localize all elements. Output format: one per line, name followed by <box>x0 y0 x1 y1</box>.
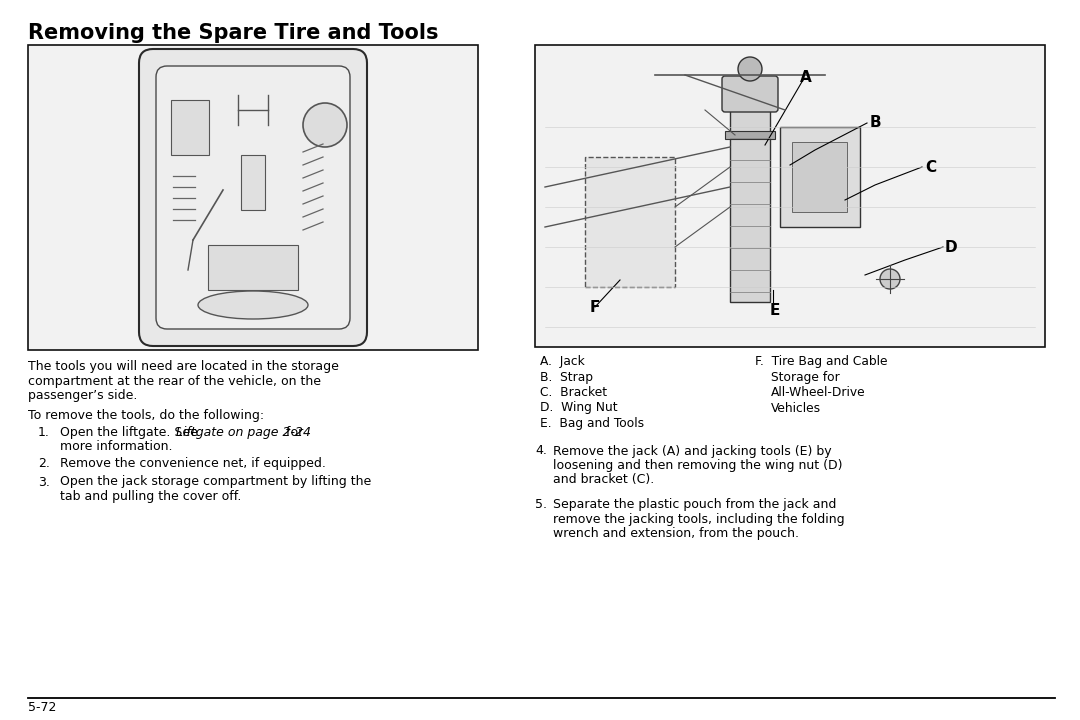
Text: passenger’s side.: passenger’s side. <box>28 389 137 402</box>
Text: compartment at the rear of the vehicle, on the: compartment at the rear of the vehicle, … <box>28 374 321 387</box>
Text: C.  Bracket: C. Bracket <box>540 386 607 399</box>
FancyBboxPatch shape <box>139 49 367 346</box>
Text: more information.: more information. <box>60 441 173 454</box>
Text: Separate the plastic pouch from the jack and: Separate the plastic pouch from the jack… <box>553 498 836 511</box>
Text: Remove the convenience net, if equipped.: Remove the convenience net, if equipped. <box>60 457 326 470</box>
Bar <box>28 45 478 350</box>
Text: 2.: 2. <box>38 457 50 470</box>
Text: Liftgate on page 2-24: Liftgate on page 2-24 <box>176 426 311 439</box>
Text: C: C <box>924 160 936 175</box>
Bar <box>208 245 298 290</box>
Text: D: D <box>945 240 958 255</box>
Text: tab and pulling the cover off.: tab and pulling the cover off. <box>60 490 241 503</box>
Circle shape <box>880 269 900 289</box>
Text: D.  Wing Nut: D. Wing Nut <box>540 402 618 415</box>
Circle shape <box>303 103 347 147</box>
Text: B.  Strap: B. Strap <box>540 371 593 384</box>
Bar <box>780 127 860 227</box>
Text: Storage for: Storage for <box>771 371 840 384</box>
Text: 5-72: 5-72 <box>28 701 56 714</box>
Text: remove the jacking tools, including the folding: remove the jacking tools, including the … <box>553 513 845 526</box>
Text: for: for <box>282 426 303 439</box>
Ellipse shape <box>198 291 308 319</box>
Text: 3.: 3. <box>38 475 50 488</box>
Text: E.  Bag and Tools: E. Bag and Tools <box>540 417 644 430</box>
Text: Vehicles: Vehicles <box>771 402 821 415</box>
Text: To remove the tools, do the following:: To remove the tools, do the following: <box>28 410 265 423</box>
Text: wrench and extension, from the pouch.: wrench and extension, from the pouch. <box>553 527 799 540</box>
Text: B: B <box>870 115 881 130</box>
Text: Remove the jack (A) and jacking tools (E) by: Remove the jack (A) and jacking tools (E… <box>553 444 832 457</box>
Text: The tools you will need are located in the storage: The tools you will need are located in t… <box>28 360 339 373</box>
Bar <box>792 142 847 212</box>
Text: All-Wheel-Drive: All-Wheel-Drive <box>771 386 866 399</box>
Text: F.  Tire Bag and Cable: F. Tire Bag and Cable <box>755 355 888 368</box>
Bar <box>171 100 210 155</box>
Text: A.  Jack: A. Jack <box>540 355 584 368</box>
Text: Open the liftgate. See: Open the liftgate. See <box>60 426 202 439</box>
Circle shape <box>738 57 762 81</box>
FancyBboxPatch shape <box>156 66 350 329</box>
Text: E: E <box>770 303 781 318</box>
Text: and bracket (C).: and bracket (C). <box>553 474 654 487</box>
Text: loosening and then removing the wing nut (D): loosening and then removing the wing nut… <box>553 459 842 472</box>
Text: Open the jack storage compartment by lifting the: Open the jack storage compartment by lif… <box>60 475 372 488</box>
FancyBboxPatch shape <box>723 76 778 112</box>
Bar <box>725 131 775 139</box>
Bar <box>535 45 1045 347</box>
Text: 1.: 1. <box>38 426 50 439</box>
FancyBboxPatch shape <box>585 157 675 287</box>
Text: F: F <box>590 300 600 315</box>
Text: A: A <box>800 70 812 85</box>
Text: Removing the Spare Tire and Tools: Removing the Spare Tire and Tools <box>28 23 438 43</box>
Bar <box>241 155 265 210</box>
Text: 4.: 4. <box>535 444 546 457</box>
Bar <box>730 102 770 302</box>
Text: 5.: 5. <box>535 498 546 511</box>
